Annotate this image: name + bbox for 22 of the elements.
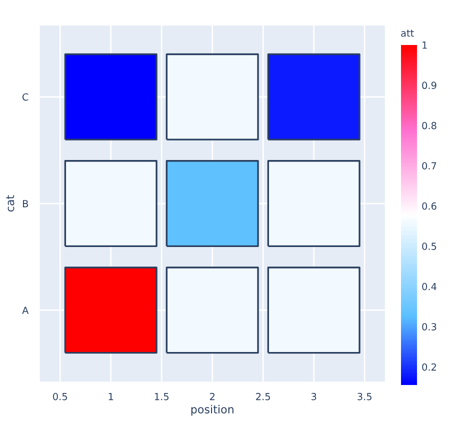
color-bar-label: 0.7 xyxy=(422,162,436,170)
color-bar-label: 0.8 xyxy=(422,122,436,130)
color-bar-label: 0.9 xyxy=(422,82,436,90)
color-bar-title: att xyxy=(401,30,414,37)
color-bar-label: 0.2 xyxy=(422,363,436,371)
y-tick-label: C xyxy=(22,93,28,101)
color-bar-label: 0.5 xyxy=(422,242,436,250)
color-bar-label: 0.6 xyxy=(422,202,436,210)
color-bar-label: 1 xyxy=(422,42,427,49)
y-tick-label: A xyxy=(22,306,29,314)
color-bar-label: 0.4 xyxy=(422,282,436,290)
x-tick-label: 3 xyxy=(311,392,316,400)
y-axis-title: cat xyxy=(6,195,14,212)
x-axis-title: position xyxy=(191,404,234,416)
x-tick-label: 1.5 xyxy=(154,393,168,400)
y-tick-label: B xyxy=(22,200,28,208)
color-bar-label: 0.3 xyxy=(422,323,436,330)
x-tick-label: 0.5 xyxy=(53,392,67,400)
x-tick-label: 2 xyxy=(210,392,214,400)
x-tick-label: 2.5 xyxy=(256,392,270,400)
x-tick-label: 1 xyxy=(108,393,114,400)
x-tick-label: 3.5 xyxy=(358,392,372,400)
